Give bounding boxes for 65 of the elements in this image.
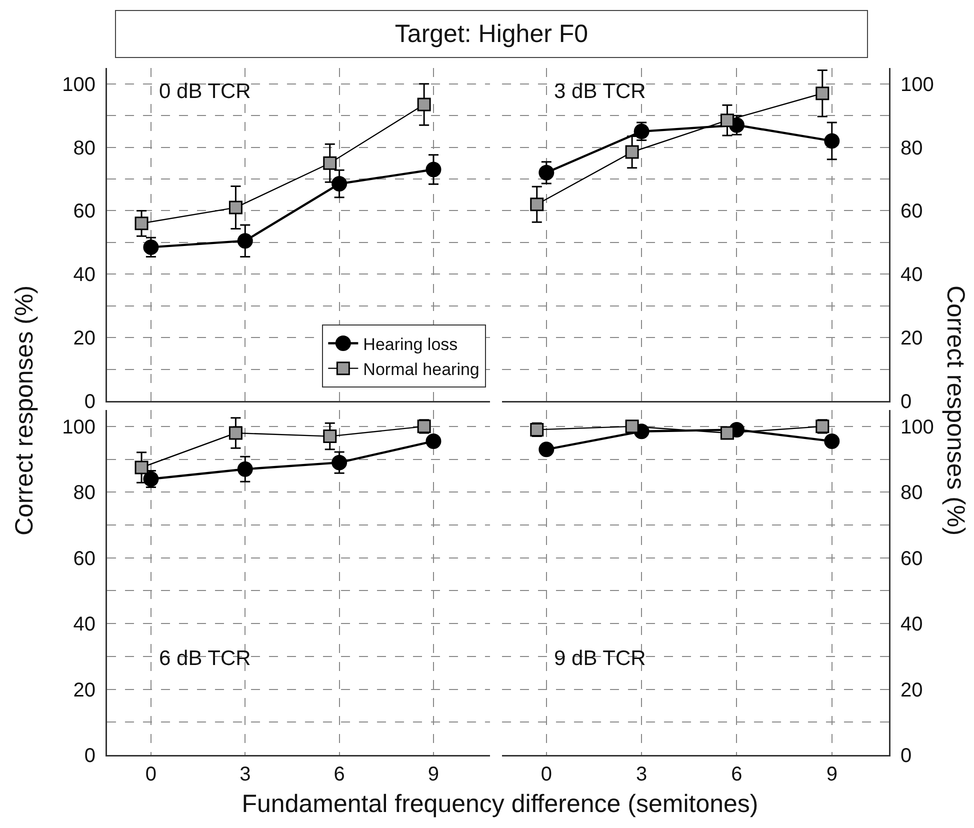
- y2-tick-label: 80: [900, 482, 923, 504]
- annotation: 0 dB TCR: [159, 80, 251, 103]
- point: [816, 86, 830, 100]
- point: [332, 454, 348, 470]
- y2-tick-label: 0: [900, 391, 912, 413]
- x-tick-label: 9: [428, 764, 440, 786]
- y-tick-label: 80: [73, 482, 96, 504]
- y-tick-label: 0: [84, 745, 96, 767]
- y2-tick-label: 40: [900, 264, 923, 286]
- point: [426, 433, 442, 449]
- x-tick-label: 9: [826, 764, 838, 786]
- y2-tick-label: 100: [900, 416, 934, 438]
- legend-label: Hearing loss: [363, 334, 458, 354]
- annotation: 3 dB TCR: [554, 80, 646, 103]
- y-tick-label: 80: [73, 137, 96, 160]
- x-tick-label: 0: [145, 764, 157, 786]
- annotation: 6 dB TCR: [159, 647, 251, 670]
- point: [323, 156, 337, 170]
- point: [237, 233, 253, 249]
- point: [824, 433, 840, 449]
- point: [228, 426, 242, 440]
- point: [228, 200, 242, 214]
- y2-tick-label: 20: [900, 679, 923, 702]
- point: [720, 426, 734, 440]
- point: [625, 420, 639, 434]
- y-tick-label: 0: [84, 391, 96, 413]
- y2-tick-label: 60: [900, 548, 923, 570]
- chart-title: Target: Higher F0: [115, 10, 868, 58]
- x-tick-label: 3: [636, 764, 648, 786]
- point: [538, 164, 554, 180]
- y-tick-label: 40: [73, 264, 96, 286]
- point: [237, 461, 253, 477]
- point: [332, 176, 348, 192]
- y2-tick-label: 20: [900, 328, 923, 350]
- x-tick-label: 0: [540, 764, 552, 786]
- y-tick-label: 60: [73, 548, 96, 570]
- point: [323, 430, 337, 444]
- point: [134, 460, 148, 474]
- y2-tick-label: 0: [900, 745, 912, 767]
- x-tick-label: 6: [731, 764, 742, 786]
- y-tick-label: 100: [62, 74, 96, 96]
- point: [530, 198, 544, 212]
- point: [134, 216, 148, 230]
- point: [720, 114, 734, 128]
- x-tick-label: 6: [334, 764, 345, 786]
- x-axis-title: Fundamental frequency difference (semitones): [240, 790, 760, 819]
- y-tick-label: 20: [73, 679, 96, 702]
- legend-label: Normal hearing: [363, 360, 480, 379]
- y2-axis-title: Correct responses (%): [940, 284, 970, 536]
- point: [417, 98, 431, 112]
- y-tick-label: 100: [62, 416, 96, 438]
- y2-tick-label: 40: [900, 614, 923, 636]
- annotation: 9 dB TCR: [554, 647, 646, 670]
- y2-tick-label: 80: [900, 137, 923, 160]
- y-tick-label: 40: [73, 614, 96, 636]
- y-axis-title: Correct responses (%): [10, 284, 40, 536]
- point: [625, 145, 639, 159]
- y-tick-label: 20: [73, 328, 96, 350]
- y-tick-label: 60: [73, 200, 96, 223]
- point: [426, 162, 442, 178]
- point: [143, 239, 159, 255]
- point: [824, 133, 840, 149]
- y2-tick-label: 100: [900, 74, 934, 96]
- y2-tick-label: 60: [900, 200, 923, 223]
- x-tick-label: 3: [240, 764, 251, 786]
